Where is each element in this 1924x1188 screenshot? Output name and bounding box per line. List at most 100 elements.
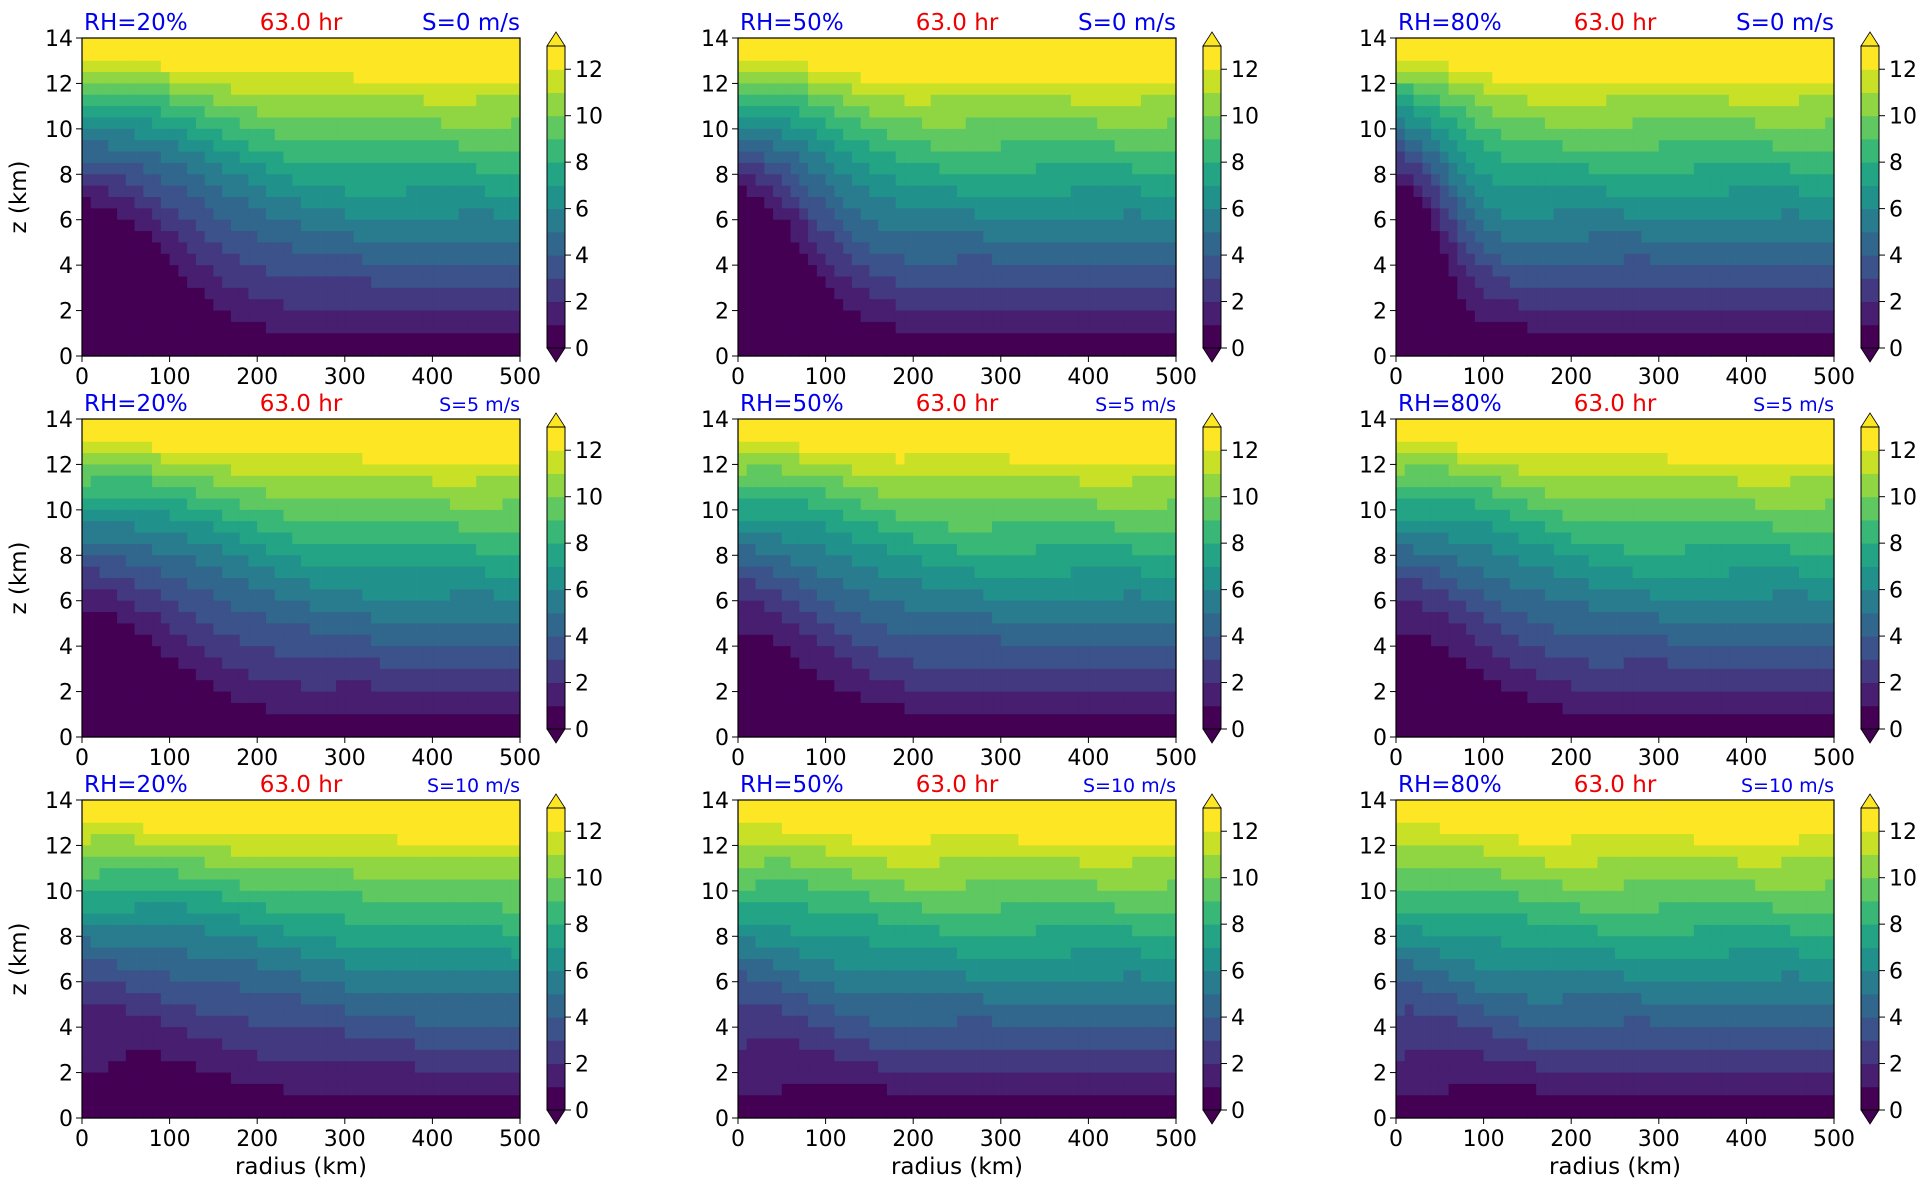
heatmap-cell bbox=[283, 94, 293, 107]
heatmap-cell bbox=[1062, 162, 1072, 175]
x-tick-label: 0 bbox=[75, 365, 89, 390]
heatmap-cell bbox=[1518, 72, 1528, 85]
heatmap-cell bbox=[1798, 49, 1809, 62]
heatmap-cell bbox=[1062, 117, 1072, 130]
heatmap-cell bbox=[1562, 299, 1572, 312]
heatmap-cell bbox=[1105, 174, 1116, 187]
heatmap-cell bbox=[965, 242, 976, 255]
heatmap-cell bbox=[82, 487, 92, 500]
heatmap-cell bbox=[1641, 333, 1651, 346]
heatmap-cell bbox=[309, 231, 320, 244]
heatmap-cell bbox=[1483, 117, 1493, 130]
heatmap-cell bbox=[1711, 83, 1721, 96]
heatmap-cell bbox=[195, 185, 206, 198]
heatmap-cell bbox=[886, 117, 897, 130]
heatmap-cell bbox=[1685, 60, 1695, 73]
heatmap-cell bbox=[1044, 231, 1054, 244]
heatmap-cell bbox=[1632, 151, 1642, 164]
heatmap-cell bbox=[187, 185, 197, 198]
rh-label: RH=80% bbox=[1398, 10, 1502, 36]
heatmap-cell bbox=[1105, 299, 1116, 312]
heatmap-cell bbox=[423, 321, 433, 334]
heatmap-cell bbox=[1536, 344, 1546, 357]
heatmap-cell bbox=[90, 419, 101, 431]
heatmap-cell bbox=[353, 140, 363, 153]
heatmap-cell bbox=[257, 333, 267, 346]
heatmap-cell bbox=[1149, 49, 1160, 62]
heatmap-cell bbox=[1536, 106, 1546, 119]
heatmap-cell bbox=[1825, 60, 1835, 73]
heatmap-cell bbox=[511, 49, 521, 62]
heatmap-cell bbox=[1483, 72, 1493, 85]
heatmap-cell bbox=[371, 543, 381, 556]
heatmap-cell bbox=[957, 72, 967, 85]
heatmap-cell bbox=[108, 487, 118, 500]
heatmap-cell bbox=[187, 219, 197, 232]
heatmap-cell bbox=[1474, 117, 1485, 130]
heatmap-cell bbox=[283, 441, 293, 454]
heatmap-cell bbox=[1720, 185, 1730, 198]
heatmap-cell bbox=[248, 453, 258, 466]
heatmap-cell bbox=[974, 106, 984, 119]
heatmap-cell bbox=[860, 276, 870, 289]
heatmap-cell bbox=[108, 509, 118, 522]
heatmap-cell bbox=[283, 231, 293, 244]
heatmap-cell bbox=[738, 162, 748, 175]
heatmap-cell bbox=[790, 310, 800, 323]
heatmap-cell bbox=[318, 321, 328, 334]
heatmap-cell bbox=[1544, 38, 1555, 50]
heatmap-cell bbox=[1685, 49, 1695, 62]
heatmap-cell bbox=[1167, 72, 1177, 85]
heatmap-cell bbox=[318, 419, 328, 431]
heatmap-cell bbox=[178, 106, 188, 119]
heatmap-cell bbox=[169, 464, 179, 477]
heatmap-cell bbox=[930, 151, 941, 164]
heatmap-cell bbox=[230, 419, 241, 431]
heatmap-cell bbox=[1667, 333, 1677, 346]
heatmap-cell bbox=[99, 344, 109, 357]
heatmap-cell bbox=[458, 128, 469, 141]
heatmap-cell bbox=[353, 231, 363, 244]
heatmap-cell bbox=[816, 60, 827, 73]
heatmap-cell bbox=[1702, 185, 1712, 198]
heatmap-cell bbox=[239, 509, 250, 522]
heatmap-cell bbox=[1483, 276, 1493, 289]
heatmap-cell bbox=[1413, 185, 1423, 198]
heatmap-cell bbox=[1544, 49, 1555, 62]
heatmap-cell bbox=[1623, 128, 1634, 141]
heatmap-cell bbox=[1035, 231, 1046, 244]
heatmap-cell bbox=[869, 287, 879, 300]
heatmap-cell bbox=[309, 208, 320, 221]
heatmap-cell bbox=[82, 60, 92, 73]
heatmap-cell bbox=[160, 185, 171, 198]
heatmap-cell bbox=[878, 242, 888, 255]
heatmap-cell bbox=[1728, 72, 1739, 85]
heatmap-cell bbox=[178, 287, 188, 300]
heatmap-cell bbox=[1000, 162, 1011, 175]
heatmap-cell bbox=[755, 265, 765, 278]
heatmap-cell bbox=[1070, 185, 1081, 198]
heatmap-cell bbox=[274, 441, 285, 454]
heatmap-cell bbox=[1518, 299, 1528, 312]
heatmap-cell bbox=[957, 219, 967, 232]
heatmap-cell bbox=[1623, 151, 1634, 164]
heatmap-cell bbox=[1492, 117, 1502, 130]
heatmap-cell bbox=[1404, 219, 1415, 232]
heatmap-cell bbox=[1615, 321, 1625, 334]
heatmap-cell bbox=[125, 475, 136, 488]
heatmap-cell bbox=[948, 106, 958, 119]
heatmap-cell bbox=[230, 253, 241, 266]
heatmap-cell bbox=[913, 162, 923, 175]
heatmap-cell bbox=[983, 128, 993, 141]
heatmap-cell bbox=[1536, 242, 1546, 255]
heatmap-cell bbox=[274, 265, 285, 278]
heatmap-cell bbox=[152, 185, 162, 198]
heatmap-cell bbox=[913, 83, 923, 96]
heatmap-cell bbox=[108, 555, 118, 568]
heatmap-cell bbox=[511, 151, 521, 164]
heatmap-cell bbox=[1027, 83, 1037, 96]
heatmap-cell bbox=[248, 72, 258, 85]
colorbar-extend-top bbox=[1860, 31, 1880, 47]
heatmap-cell bbox=[1483, 265, 1493, 278]
heatmap-cell bbox=[160, 299, 171, 312]
